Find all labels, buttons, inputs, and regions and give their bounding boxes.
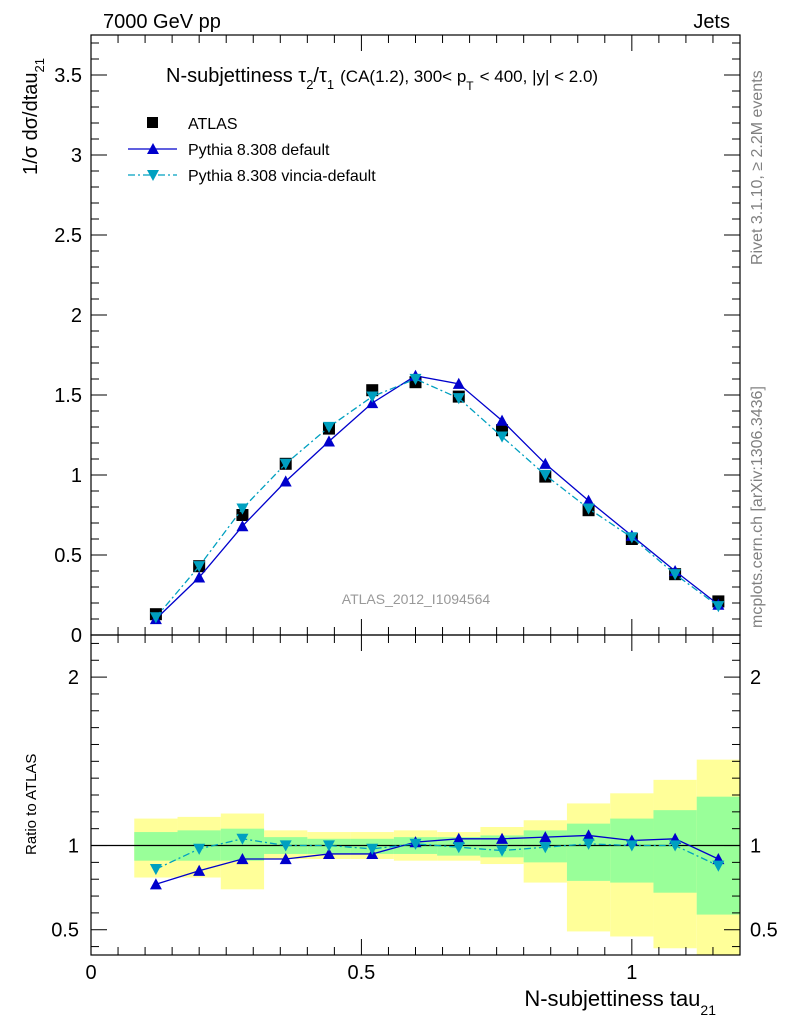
atlas-data-point [236, 509, 249, 521]
ratio-pythia-vincia-point [582, 838, 595, 850]
pythia-vincia-point [193, 561, 206, 573]
pythia-vincia-point [236, 503, 249, 515]
pythia-vincia-point [409, 373, 422, 385]
ratio-pythia-vincia-point [712, 860, 725, 872]
pythia-default-point [452, 377, 465, 389]
ratio-pythia-default-point [539, 831, 552, 843]
ratio-pythia-vincia-point [409, 838, 422, 850]
pythia-vincia-point [496, 431, 509, 443]
main-y-tick-label: 1.5 [54, 385, 82, 407]
ratio-pythia-default-series [149, 829, 725, 890]
ratio-pythia-vincia-point [539, 842, 552, 854]
legend-vincia-label: Pythia 8.308 vincia-default [188, 168, 376, 185]
ratio-y-tick-label: 2 [68, 667, 79, 689]
pythia-vincia-point [279, 458, 292, 470]
ratio-pythia-vincia-point [279, 840, 292, 852]
main-title: N-subjettiness τ2/τ1 (CA(1.2), 300< pT < 4… [166, 65, 598, 93]
pythia-vincia-series [149, 373, 725, 624]
ratio-pythia-vincia-point [452, 842, 465, 854]
analysis-watermark: ATLAS_2012_I1094564 [342, 591, 491, 607]
pythia-default-point [322, 435, 335, 447]
x-tick-label: 1 [626, 962, 637, 984]
ratio-pythia-default-point [149, 878, 162, 890]
ratio-pythia-vincia-point [366, 843, 379, 855]
pythia-vincia-point [712, 601, 725, 613]
ratio-y-axis-label: Ratio to ATLAS [23, 754, 40, 855]
ratio-y-tick-label-right: 0.5 [750, 920, 778, 942]
main-y-tick-label: 0.5 [54, 545, 82, 567]
ratio-pythia-vincia-line [155, 838, 719, 870]
rivet-label: Rivet 3.1.10, ≥ 2.2M events [749, 70, 766, 265]
ratio-pythia-default-point [279, 853, 292, 865]
legend-atlas-marker [147, 117, 158, 128]
pythia-default-line [155, 375, 719, 620]
mcplots-label: mcplots.cern.ch [arXiv:1306.3436] [749, 386, 766, 628]
pythia-vincia-point [669, 569, 682, 581]
ratio-pythia-default-point [582, 829, 595, 841]
ratio-y-tick-label-right: 2 [750, 667, 761, 689]
legend-default-label: Pythia 8.308 default [188, 142, 330, 159]
ratio-pythia-default-point [452, 832, 465, 844]
ratio-pythia-vincia-point [669, 840, 682, 852]
x-axis-label: N-subjettiness tau21 [524, 986, 716, 1018]
main-y-axis-label: 1/σ dσ/dtau21 [20, 58, 47, 175]
pythia-default-point [496, 414, 509, 426]
pythia-vincia-point [149, 612, 162, 624]
ratio-pythia-default-point [496, 832, 509, 844]
ratio-pythia-vincia-series [149, 833, 725, 876]
plot-layer: 0 0.5 1 1.5 2 2.5 3 3.5 0.5 0.5 1 1 2 2 0 0.5 1 [51, 34, 778, 984]
x-tick-label: 0.5 [348, 962, 376, 984]
ratio-pythia-default-point [322, 847, 335, 860]
pythia-default-point [539, 457, 552, 469]
pythia-vincia-line [155, 378, 719, 618]
legend: ATLAS Pythia 8.308 default Pythia 8.308 … [128, 116, 376, 185]
pythia-vincia-point [452, 393, 465, 405]
ratio-pythia-default-point [193, 864, 206, 876]
ratio-y-tick-label-right: 1 [750, 836, 761, 858]
ratio-pythia-vincia-point [322, 840, 335, 852]
pythia-vincia-point [582, 503, 595, 515]
pythia-default-point [582, 494, 595, 506]
atlas-data-series [149, 376, 725, 621]
legend-default-marker [147, 143, 159, 154]
main-y-tick-label: 2 [71, 305, 82, 327]
ratio-pythia-vincia-point [496, 845, 509, 857]
pythia-default-point [279, 475, 292, 487]
ratio-pythia-vincia-point [149, 864, 162, 876]
pythia-default-series [149, 369, 725, 625]
main-y-tick-label: 0 [71, 625, 82, 647]
main-y-tick-label: 2.5 [54, 225, 82, 247]
x-tick-label: 0 [85, 962, 96, 984]
pythia-vincia-point [366, 391, 379, 403]
pythia-vincia-point [625, 532, 638, 544]
ratio-y-tick-label: 1 [68, 836, 79, 858]
ratio-uncertainty-bands [134, 759, 740, 955]
legend-vincia-marker [147, 170, 159, 181]
ratio-pythia-vincia-point [193, 843, 206, 855]
legend-atlas-label: ATLAS [188, 116, 238, 133]
main-y-tick-label: 3 [71, 145, 82, 167]
ratio-pythia-vincia-point [236, 833, 249, 845]
pythia-vincia-point [322, 421, 335, 433]
main-y-tick-label: 1 [71, 465, 82, 487]
ratio-pythia-default-line [155, 834, 719, 885]
energy-label: 7000 GeV pp [103, 11, 221, 33]
ratio-pythia-vincia-point [625, 840, 638, 852]
pythia-default-point [193, 571, 206, 583]
main-y-tick-label: 3.5 [54, 65, 82, 87]
ratio-y-tick-label: 0.5 [51, 920, 79, 942]
band-green-bin [134, 832, 178, 861]
pythia-vincia-point [539, 469, 552, 481]
process-label: Jets [693, 11, 730, 33]
ratio-pythia-default-point [236, 853, 249, 865]
pythia-default-point [236, 520, 249, 532]
